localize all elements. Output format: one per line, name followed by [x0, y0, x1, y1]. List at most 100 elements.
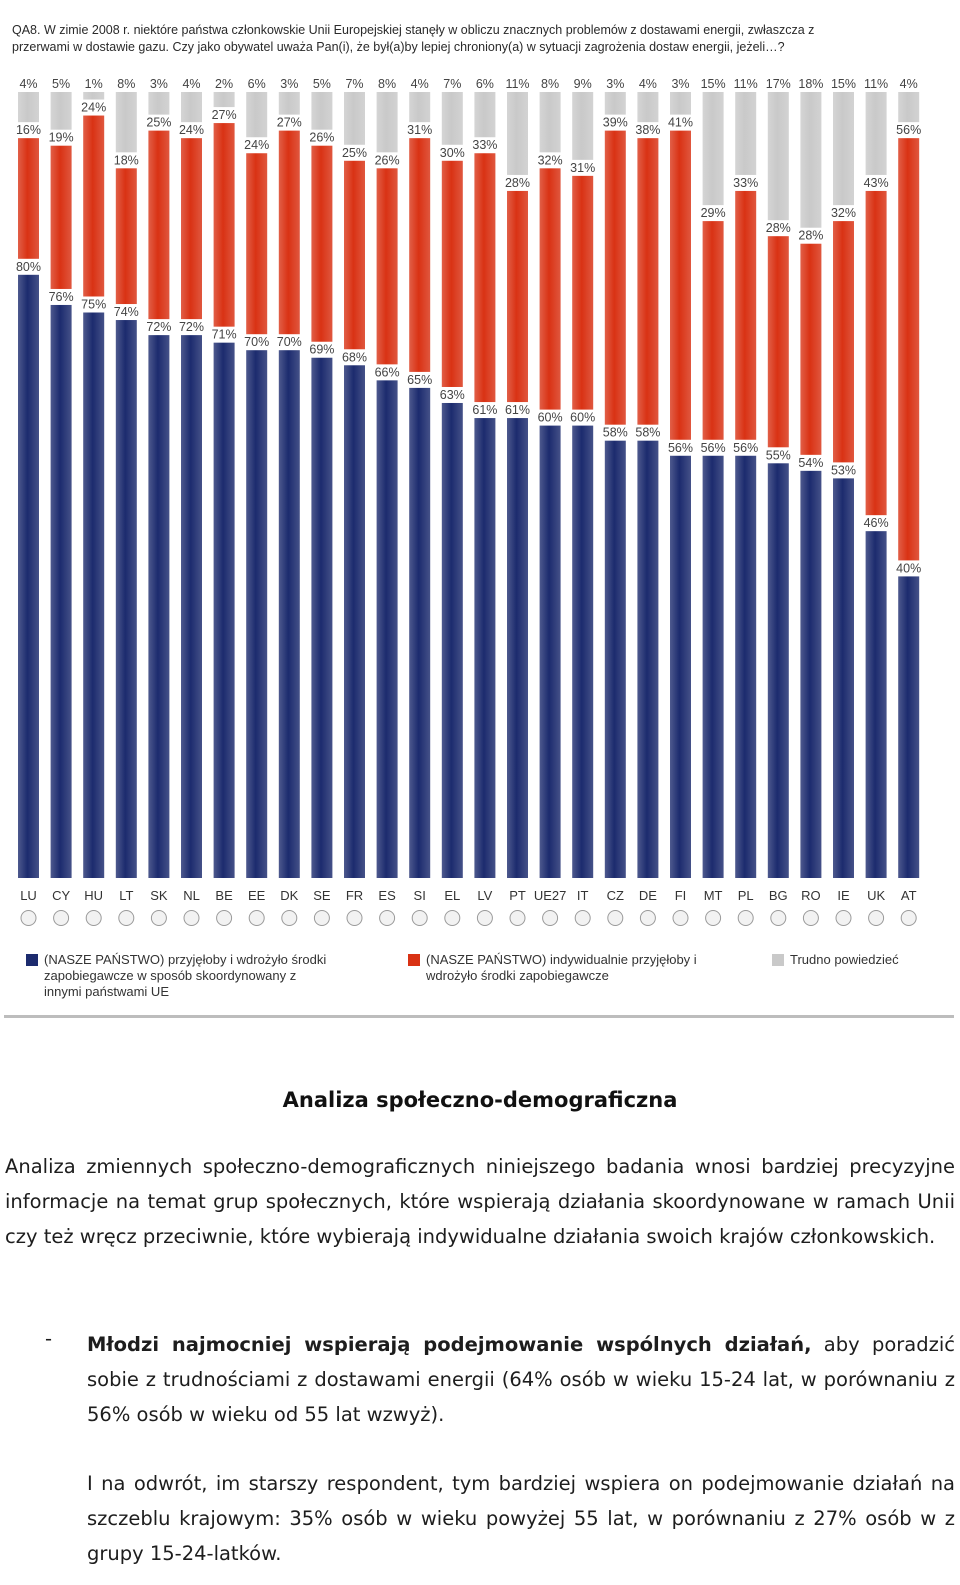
legend-label-dont-know: Trudno powiedzieć: [790, 952, 899, 968]
flag-icon-PL: [737, 910, 754, 926]
label-coordinated-SE: 69%: [309, 343, 334, 357]
legend-swatch-individual: [408, 954, 420, 966]
label-coordinated-RO: 54%: [798, 456, 823, 470]
label-coordinated-BG: 55%: [766, 448, 791, 462]
label-individual-IT: 31%: [570, 161, 595, 175]
label-individual-DK: 27%: [277, 116, 302, 130]
label-individual-RO: 28%: [798, 229, 823, 243]
bar-coordinated-FR: [344, 365, 365, 878]
label-dont-know-SI: 4%: [411, 77, 429, 91]
flag-icon-SI: [411, 910, 428, 926]
bar-coordinated-RO: [800, 470, 822, 878]
legend-swatch-dont-know: [772, 954, 784, 966]
bar-individual-LT: [115, 168, 137, 305]
bar-dont-know-LT: [115, 92, 137, 153]
label-coordinated-AT: 40%: [896, 561, 921, 575]
category-label-CY: CY: [52, 888, 70, 903]
bar-individual-CY: [50, 145, 72, 289]
bar-dont-know-FI: [670, 92, 691, 115]
label-coordinated-SK: 72%: [146, 320, 171, 334]
flag-icon-RO: [802, 910, 819, 926]
label-individual-LT: 18%: [114, 153, 139, 167]
bar-individual-BG: [767, 236, 789, 448]
bar-individual-IE: [833, 221, 854, 463]
label-dont-know-EL: 7%: [443, 77, 461, 91]
label-dont-know-UE27: 8%: [541, 77, 559, 91]
bar-individual-SK: [148, 130, 170, 320]
bar-dont-know-UE27: [539, 92, 561, 153]
category-label-BE: BE: [215, 888, 233, 903]
bar-individual-AT: [898, 138, 920, 561]
flag-icon-IE: [835, 910, 852, 926]
label-coordinated-UK: 46%: [864, 516, 889, 530]
bar-coordinated-NL: [181, 335, 202, 878]
bar-individual-LV: [474, 153, 496, 403]
bar-dont-know-SI: [409, 92, 431, 123]
bar-coordinated-AT: [898, 576, 920, 878]
bar-coordinated-EE: [246, 350, 268, 878]
label-individual-CY: 19%: [49, 131, 74, 145]
label-dont-know-PT: 11%: [505, 77, 529, 91]
label-dont-know-BG: 17%: [766, 77, 791, 91]
legend-label-individual: (NASZE PAŃSTWO) indywidualnie przyjęłoby…: [426, 952, 697, 984]
label-dont-know-UK: 11%: [864, 77, 888, 91]
category-label-PT: PT: [509, 888, 526, 903]
bar-coordinated-HU: [83, 312, 105, 878]
bar-individual-BE: [213, 123, 235, 327]
flag-icon-BG: [770, 910, 787, 926]
bar-dont-know-RO: [800, 92, 822, 228]
label-individual-IE: 32%: [831, 206, 856, 220]
bar-dont-know-MT: [702, 92, 724, 206]
label-individual-EL: 30%: [440, 146, 465, 160]
label-coordinated-DE: 58%: [635, 426, 660, 440]
bar-coordinated-UK: [865, 531, 887, 878]
flag-icon-PT: [509, 910, 526, 926]
label-individual-MT: 29%: [701, 206, 726, 220]
bar-individual-UE27: [539, 168, 561, 410]
category-label-EE: EE: [248, 888, 266, 903]
flag-icon-HU: [85, 910, 102, 926]
flag-icon-UK: [868, 910, 885, 926]
label-dont-know-SE: 5%: [313, 77, 331, 91]
bar-individual-EE: [246, 153, 268, 335]
label-individual-UE27: 32%: [538, 153, 563, 167]
label-coordinated-SI: 65%: [407, 373, 432, 387]
bar-coordinated-LV: [474, 418, 496, 878]
bar-dont-know-DK: [278, 92, 300, 115]
label-individual-PL: 33%: [733, 176, 758, 190]
category-label-UE27: UE27: [534, 888, 567, 903]
category-label-EL: EL: [444, 888, 460, 903]
bar-dont-know-SK: [148, 92, 170, 115]
bullet-paragraph: Młodzi najmocniej wspierają podejmowanie…: [87, 1327, 955, 1432]
label-individual-HU: 24%: [81, 101, 106, 115]
category-label-NL: NL: [183, 888, 200, 903]
bar-individual-PL: [735, 190, 757, 440]
bar-dont-know-HU: [83, 92, 105, 100]
category-label-RO: RO: [801, 888, 821, 903]
bar-individual-NL: [181, 138, 202, 320]
category-label-UK: UK: [867, 888, 885, 903]
label-individual-SE: 26%: [309, 131, 334, 145]
label-individual-UK: 43%: [864, 176, 889, 190]
bar-coordinated-UE27: [539, 425, 561, 878]
label-coordinated-PL: 56%: [733, 441, 758, 455]
category-label-LT: LT: [119, 888, 133, 903]
bar-individual-LU: [18, 138, 39, 259]
category-label-AT: AT: [901, 888, 917, 903]
label-dont-know-FI: 3%: [671, 77, 689, 91]
flag-icon-CZ: [607, 910, 624, 926]
category-label-FI: FI: [675, 888, 687, 903]
category-label-DE: DE: [639, 888, 657, 903]
label-dont-know-LV: 6%: [476, 77, 494, 91]
label-coordinated-PT: 61%: [505, 403, 530, 417]
bar-individual-UK: [865, 190, 887, 516]
bar-coordinated-PT: [507, 418, 528, 878]
label-coordinated-BE: 71%: [212, 328, 237, 342]
flag-icon-AT: [900, 910, 917, 926]
label-individual-SI: 31%: [407, 123, 432, 137]
label-individual-FI: 41%: [668, 116, 693, 130]
flag-icon-LU: [20, 910, 37, 926]
label-dont-know-RO: 18%: [798, 77, 823, 91]
bar-individual-SI: [409, 138, 431, 372]
flag-icon-IT: [574, 910, 591, 926]
